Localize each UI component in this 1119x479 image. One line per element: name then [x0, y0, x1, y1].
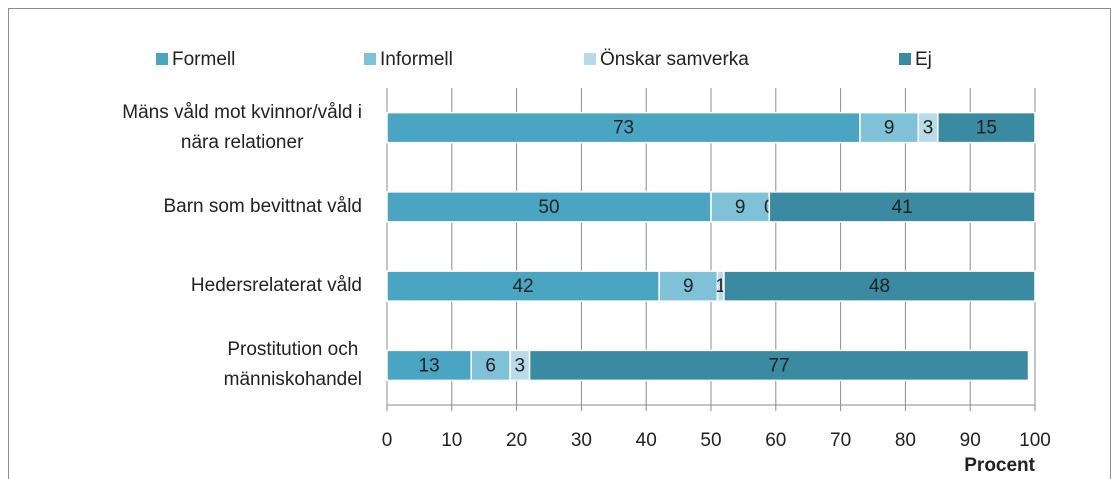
legend-label: Önskar samverka	[600, 49, 749, 70]
bar-segment	[768, 191, 1036, 223]
bar-segment	[710, 191, 771, 223]
bar-segment	[723, 270, 1036, 302]
y-tick-label-line: nära relationer	[180, 131, 304, 153]
y-tick-label-line: Prostitution och	[227, 339, 359, 361]
x-tick-label: 20	[506, 430, 527, 451]
legend-label: Formell	[172, 49, 235, 70]
data-label: 77	[768, 355, 789, 376]
x-tick-label: 80	[895, 430, 916, 451]
bar-segment	[937, 111, 1036, 144]
x-tick-label: 70	[830, 430, 851, 451]
bar-segment	[528, 349, 1030, 382]
bar-segment	[470, 349, 511, 382]
data-label: 3	[923, 118, 934, 139]
x-tick-label: 30	[571, 430, 592, 451]
y-tick-label: Hedersrelaterat våld	[191, 271, 362, 301]
x-tick-label: 90	[960, 430, 981, 451]
data-label: 48	[869, 276, 890, 297]
y-tick-label: Prostitution och människohandel	[224, 335, 362, 395]
y-tick-label-line: Mäns våld mot kvinnor/våld i	[122, 101, 362, 123]
x-tick-label: 10	[441, 430, 462, 451]
x-tick-label: 0	[382, 430, 393, 451]
data-label: 13	[419, 355, 440, 376]
data-label: 73	[613, 118, 634, 139]
bar-segment	[859, 111, 920, 144]
y-tick-label-line: människohandel	[223, 369, 362, 391]
y-tick-label-line: Hedersrelaterat våld	[190, 275, 362, 297]
data-label: 6	[485, 355, 496, 376]
x-tick-label: 100	[1019, 430, 1051, 451]
legend-swatch	[899, 53, 911, 65]
legend-swatch	[156, 53, 168, 65]
bar-segment	[386, 349, 472, 382]
y-tick-label: Barn som bevittnat våld	[163, 192, 362, 222]
legend-swatch	[584, 53, 596, 65]
data-label: 9	[884, 118, 895, 139]
data-label: 50	[538, 197, 559, 218]
x-tick-label: 60	[765, 430, 786, 451]
data-label: 9	[683, 276, 694, 297]
x-axis-label: Procent	[964, 455, 1035, 476]
data-label: 15	[976, 118, 997, 139]
data-label: 42	[513, 276, 534, 297]
data-label: 41	[892, 197, 913, 218]
x-tick-label: 40	[636, 430, 657, 451]
data-label: 3	[515, 355, 526, 376]
x-tick-label: 50	[700, 430, 721, 451]
chart-frame	[8, 8, 1111, 479]
data-label: 1	[715, 276, 726, 297]
legend-swatch	[364, 53, 376, 65]
bar-segment	[386, 111, 861, 144]
y-tick-label: Mäns våld mot kvinnor/våld i nära relatio…	[122, 98, 362, 158]
bar-segment	[386, 191, 712, 223]
legend-label: Informell	[380, 49, 453, 70]
y-tick-label-line: Barn som bevittnat våld	[163, 195, 362, 217]
bar-segment	[386, 270, 660, 302]
data-label: 9	[735, 197, 746, 218]
legend-label: Ej	[915, 49, 932, 70]
